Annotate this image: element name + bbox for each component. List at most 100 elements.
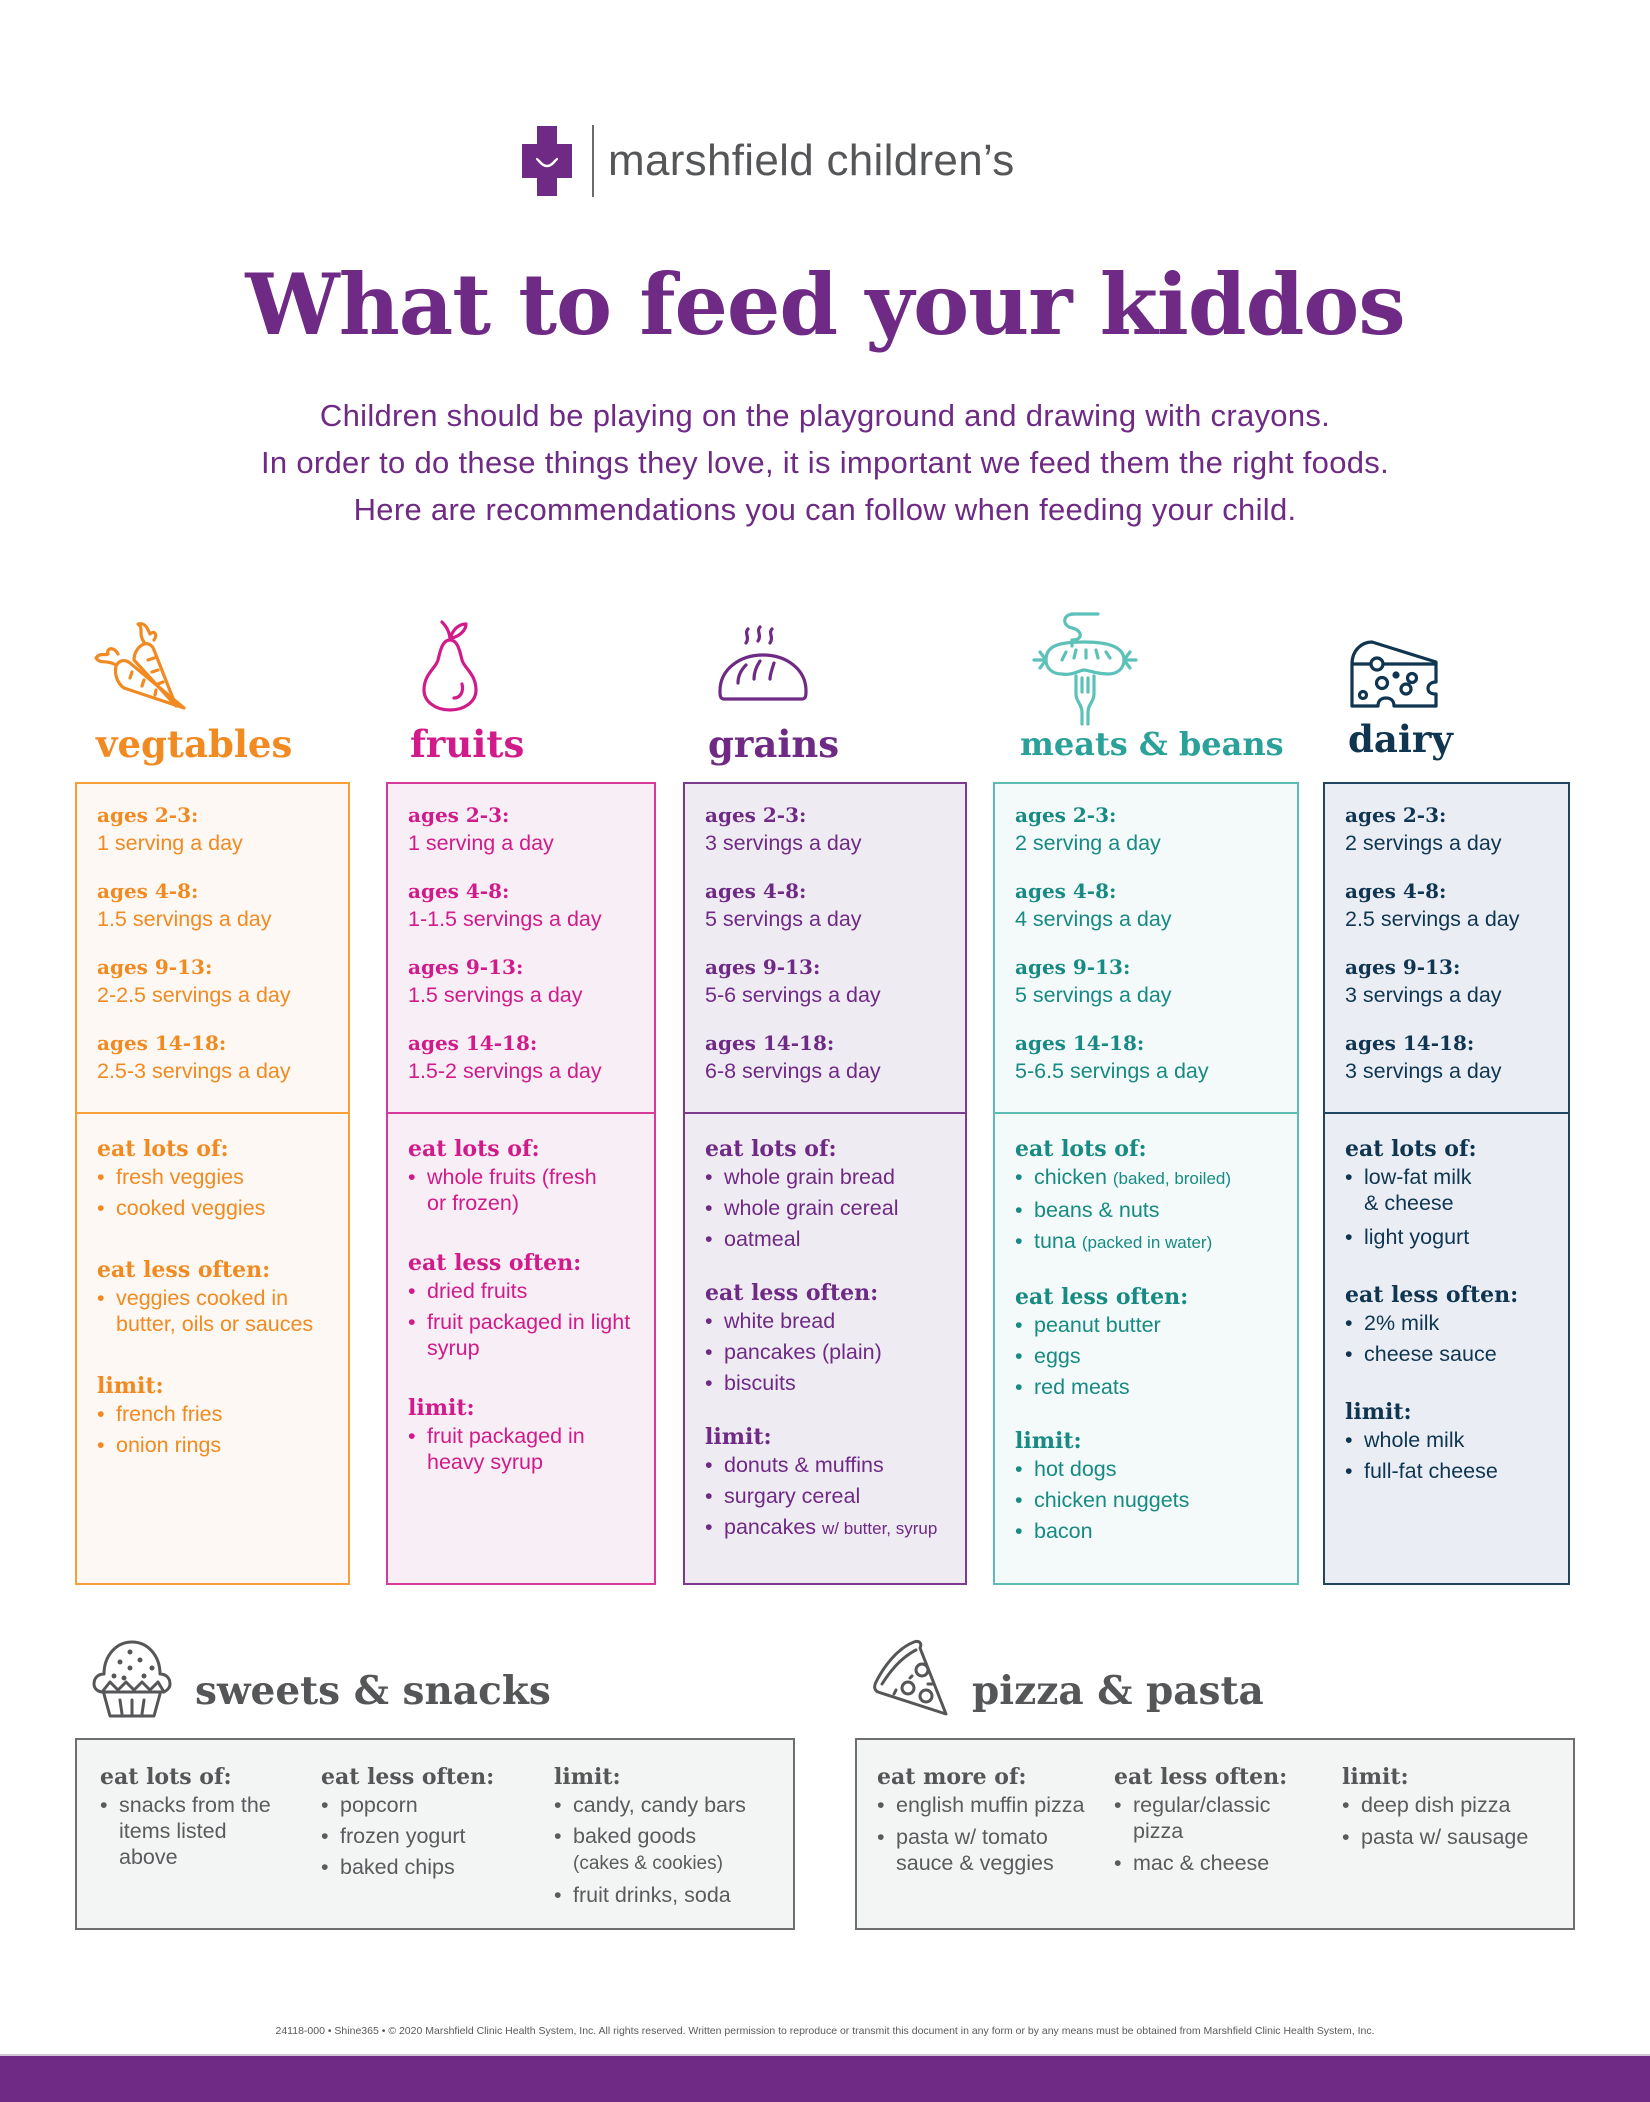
serving-value: 2.5-3 servings a day [97, 1059, 291, 1083]
group-title-dairy: dairy [1348, 717, 1453, 761]
section-label: eat lots of: [100, 1764, 232, 1790]
serving-value: 5-6 servings a day [705, 983, 881, 1007]
serving-value: 4 servings a day [1015, 907, 1172, 931]
serving-value: 3 servings a day [705, 831, 862, 855]
item-text: low-fat milk [1364, 1165, 1472, 1189]
cheese-icon [1350, 640, 1438, 708]
extra-title-sweets: sweets & snacks [195, 1668, 551, 1714]
item-note: w/ butter, syrup [822, 1519, 938, 1538]
age-row: ages 2-3: 1 serving a day [408, 802, 654, 858]
list-item: veggies cooked in butter, oils or sauces [97, 1285, 316, 1337]
extra-column: eat lots of: snacks from the items liste… [100, 1762, 300, 1875]
item-note: (baked, broiled) [1112, 1169, 1232, 1188]
recommendations: eat lots of: whole grain bread whole gra… [705, 1134, 959, 1568]
serving-value: 1.5 servings a day [408, 983, 583, 1007]
group-title-vegetables: vegtables [96, 722, 293, 766]
pear-icon [422, 620, 478, 712]
age-label: ages 2-3: [1345, 803, 1447, 827]
serving-value: 1.5-2 servings a day [408, 1059, 602, 1083]
age-row: ages 9-13: 2-2.5 servings a day [97, 954, 348, 1010]
group-box-grains: ages 2-3: 3 servings a day ages 4-8: 5 ser… [683, 782, 967, 1585]
list-item: 2% milk [1345, 1310, 1562, 1336]
age-row: ages 2-3: 2 serving a day [1015, 802, 1297, 858]
list-item: pancakes (plain) [705, 1339, 959, 1365]
age-label: ages 4-8: [97, 879, 199, 903]
list-item: eggs [1015, 1343, 1291, 1369]
brand-name: marshfield children’s [608, 136, 1015, 185]
age-label: ages 14-18: [97, 1031, 227, 1055]
list-item: bacon [1015, 1518, 1291, 1544]
intro-paragraph: Children should be playing on the playgr… [0, 392, 1650, 533]
list-item: light yogurt [1345, 1224, 1562, 1250]
list-item: chicken (baked, broiled) [1015, 1164, 1291, 1192]
serving-value: 2 serving a day [1015, 831, 1161, 855]
serving-value: 3 servings a day [1345, 983, 1502, 1007]
section-label: eat less often: [1114, 1764, 1288, 1790]
section-label-eat-less: eat less often: [1345, 1282, 1519, 1308]
age-label: ages 14-18: [1015, 1031, 1145, 1055]
item-text: chicken [1034, 1165, 1107, 1189]
list-item: hot dogs [1015, 1456, 1291, 1482]
list-item: deep dish pizza [1342, 1792, 1572, 1818]
serving-value: 1-1.5 servings a day [408, 907, 602, 931]
list-item: fruit packaged in heavy syrup [408, 1423, 637, 1475]
section-label-limit: limit: [1015, 1428, 1082, 1454]
intro-line: In order to do these things they love, i… [260, 445, 1390, 480]
serving-value: 5-6.5 servings a day [1015, 1059, 1209, 1083]
cupcake-icon [92, 1640, 172, 1718]
list-item: baked chips [321, 1854, 541, 1880]
list-item: peanut butter [1015, 1312, 1291, 1338]
list-item: fresh veggies [97, 1164, 342, 1190]
section-label-eat-lots: eat lots of: [1345, 1136, 1477, 1162]
serving-value: 1 serving a day [97, 831, 243, 855]
list-item: chicken nuggets [1015, 1487, 1291, 1513]
item-text: tuna [1034, 1229, 1076, 1253]
list-item: surgary cereal [705, 1483, 959, 1509]
section-label: limit: [554, 1764, 621, 1790]
serving-value: 2.5 servings a day [1345, 907, 1520, 931]
list-item: dried fruits [408, 1278, 648, 1304]
brand-logo: marshfield children’s [522, 125, 1015, 197]
list-item: candy, candy bars [554, 1792, 794, 1818]
group-title-grains: grains [708, 722, 840, 766]
age-row: ages 9-13: 5 servings a day [1015, 954, 1297, 1010]
item-note: (packed in water) [1081, 1233, 1213, 1252]
age-label: ages 4-8: [1345, 879, 1447, 903]
age-label: ages 2-3: [1015, 803, 1117, 827]
list-item: whole milk [1345, 1427, 1562, 1453]
smiling-cross-icon [522, 126, 572, 196]
intro-line: Here are recommendations you can follow … [353, 492, 1297, 527]
age-label: ages 9-13: [408, 955, 524, 979]
list-item: low-fat milk& cheese [1345, 1164, 1562, 1216]
list-item: pancakes w/ butter, syrup [705, 1514, 959, 1542]
age-label: ages 4-8: [1015, 879, 1117, 903]
divider [388, 1112, 654, 1114]
age-row: ages 14-18: 5-6.5 servings a day [1015, 1030, 1297, 1086]
list-item: biscuits [705, 1370, 959, 1396]
section-label-eat-less: eat less often: [1015, 1284, 1189, 1310]
list-item: whole fruits (fresh or frozen) [408, 1164, 617, 1216]
group-box-dairy: ages 2-3: 2 servings a day ages 4-8: 2.5 s… [1323, 782, 1570, 1585]
age-row: ages 14-18: 1.5-2 servings a day [408, 1030, 654, 1086]
age-label: ages 2-3: [408, 803, 510, 827]
age-row: ages 4-8: 5 servings a day [705, 878, 965, 934]
group-box-meats-beans: ages 2-3: 2 serving a day ages 4-8: 4 serv… [993, 782, 1299, 1585]
age-label: ages 2-3: [97, 803, 199, 827]
serving-value: 2-2.5 servings a day [97, 983, 291, 1007]
serving-value: 5 servings a day [1015, 983, 1172, 1007]
age-label: ages 9-13: [1345, 955, 1461, 979]
section-label-eat-lots: eat lots of: [1015, 1136, 1147, 1162]
serving-value: 2 servings a day [1345, 831, 1502, 855]
age-row: ages 2-3: 3 servings a day [705, 802, 965, 858]
bread-icon [718, 625, 808, 701]
age-label: ages 2-3: [705, 803, 807, 827]
age-label: ages 14-18: [705, 1031, 835, 1055]
section-label: limit: [1342, 1764, 1409, 1790]
divider [77, 1112, 348, 1114]
section-label-eat-less: eat less often: [705, 1280, 879, 1306]
section-label: eat less often: [321, 1764, 495, 1790]
serving-value: 1 serving a day [408, 831, 554, 855]
extra-column: limit: deep dish pizza pasta w/ sausage [1342, 1762, 1572, 1855]
section-label-limit: limit: [97, 1373, 164, 1399]
section-label-limit: limit: [1345, 1399, 1412, 1425]
